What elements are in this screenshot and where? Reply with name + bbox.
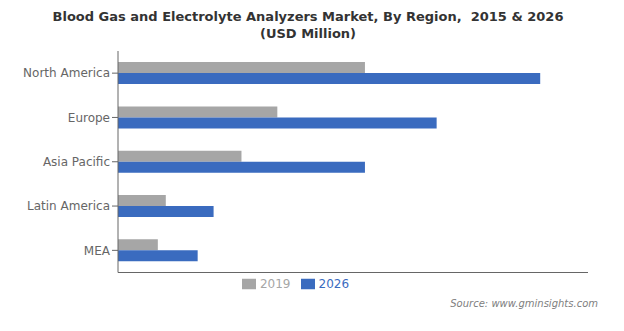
svg-text:MEA: MEA (84, 244, 111, 258)
html-text:Source: www.gminsights.com: Source: www.gminsights.com (450, 298, 598, 309)
svg-text:North America: North America (23, 66, 110, 80)
html-text:2026: 2026 (318, 276, 349, 291)
html-text:2019: 2019 (260, 276, 291, 291)
html-text:(USD Million): (USD Million) (260, 26, 356, 41)
svg-text:Asia Pacific: Asia Pacific (43, 155, 110, 169)
html-text:Blood Gas and Electrolyte Anal: Blood Gas and Electrolyte Analyzers Mark… (52, 9, 564, 24)
svg-text:Europe: Europe (68, 111, 110, 125)
svg-text:Latin America: Latin America (27, 199, 110, 213)
